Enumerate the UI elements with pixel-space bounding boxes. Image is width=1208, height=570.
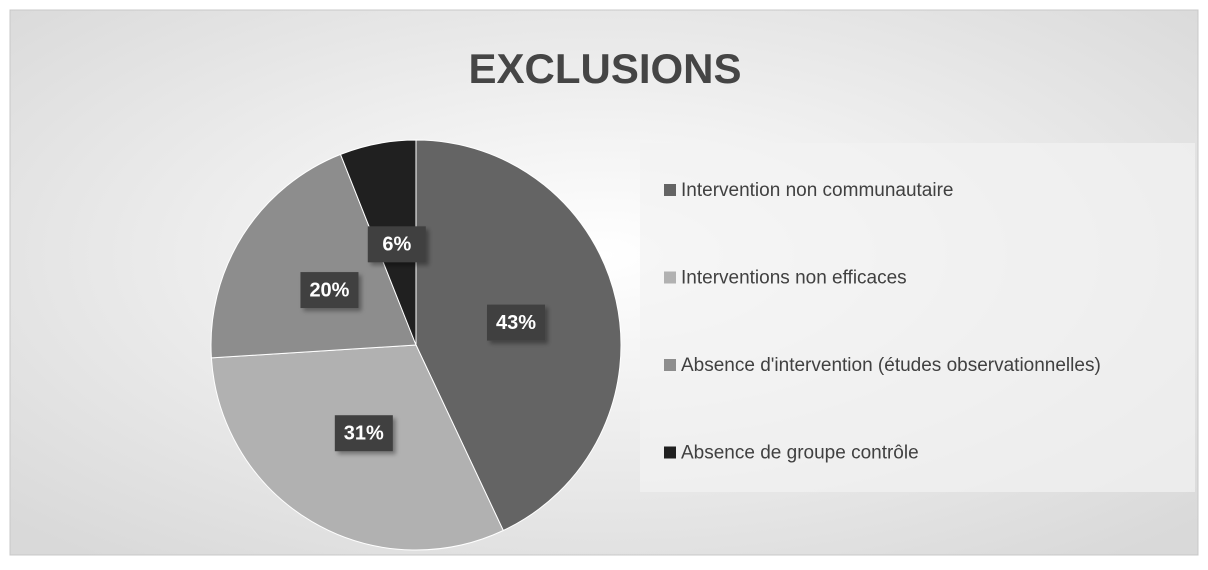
legend-swatch: [664, 359, 676, 371]
legend-label: Absence de groupe contrôle: [681, 443, 919, 464]
legend-swatch: [664, 184, 676, 196]
data-label-box: [367, 226, 426, 263]
data-label-box: [300, 272, 359, 309]
data-label: 43%: [496, 312, 536, 334]
data-label: 6%: [382, 234, 411, 256]
data-label: 20%: [309, 279, 349, 301]
data-label-box: [334, 415, 393, 452]
pie-slice: [210, 153, 417, 359]
legend-label: Absence d'intervention (études observati…: [681, 355, 1101, 376]
data-label: 31%: [344, 423, 384, 445]
data-label-box: [487, 304, 546, 341]
legend-box: [640, 143, 1195, 492]
legend-label: Interventions non efficaces: [681, 268, 907, 289]
legend-label: Intervention non communautaire: [681, 180, 954, 201]
legend-swatch: [664, 446, 676, 459]
legend-swatch: [664, 271, 676, 284]
chart-title: EXCLUSIONS: [468, 45, 741, 92]
